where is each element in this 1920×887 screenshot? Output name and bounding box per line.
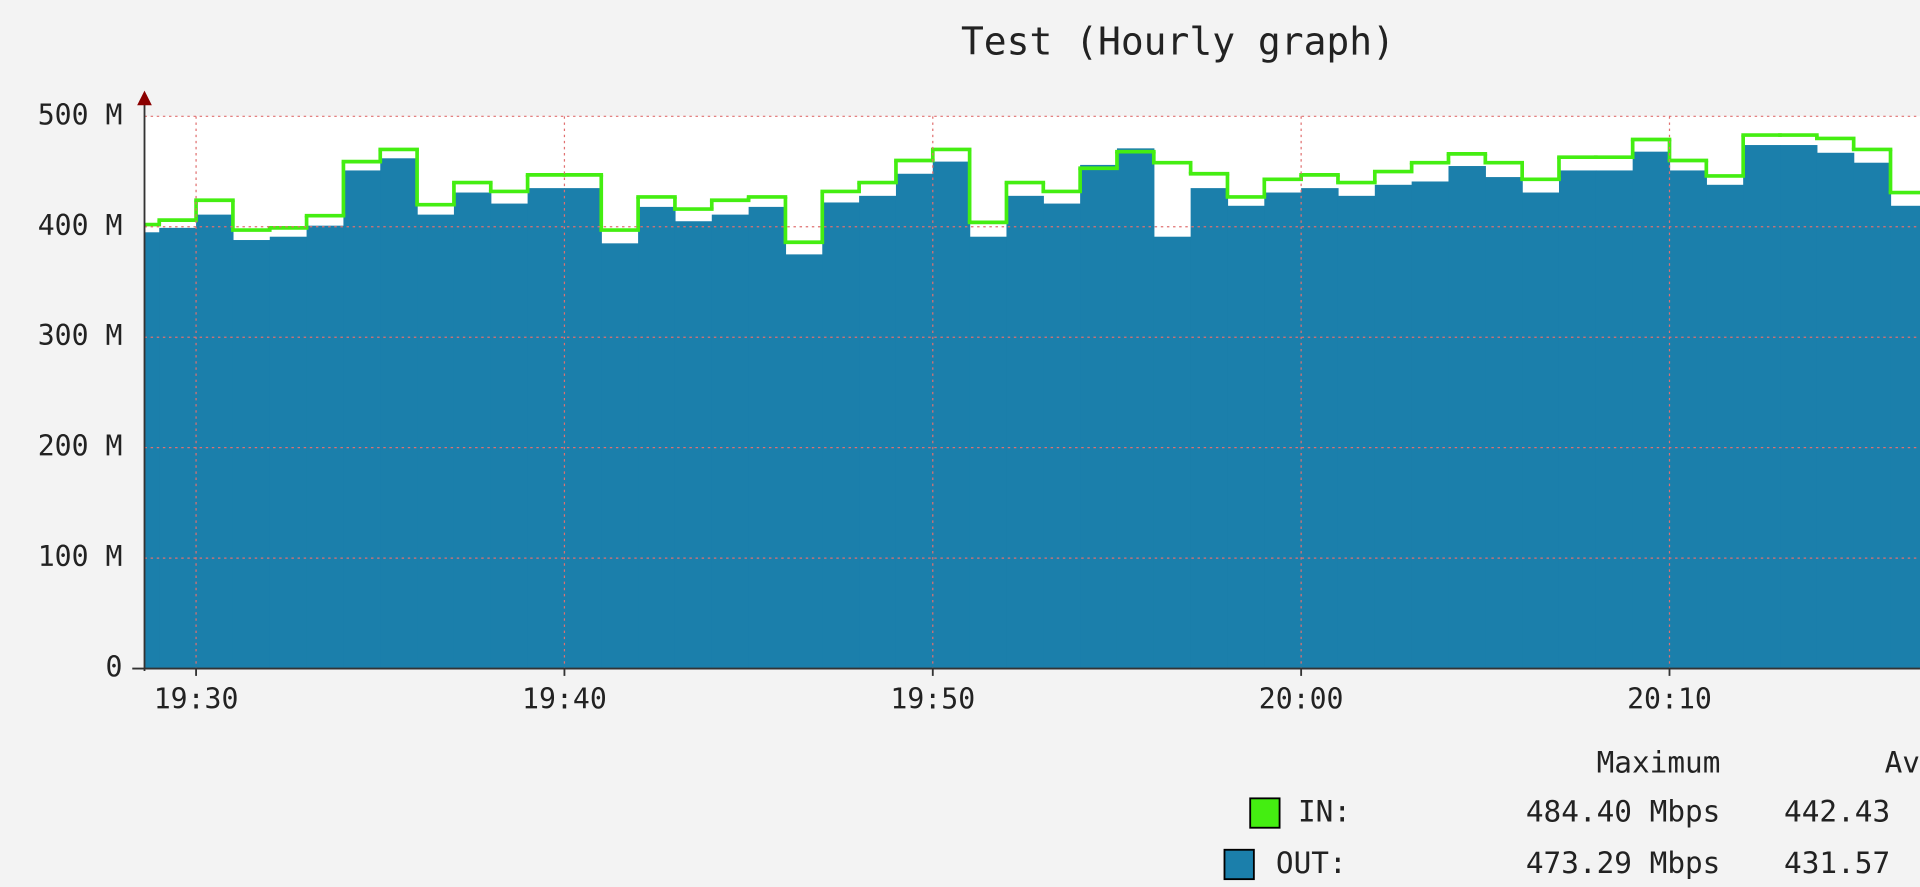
x-tick-label: 19:40 xyxy=(522,682,607,715)
area-step xyxy=(527,188,566,669)
area-step xyxy=(564,188,602,669)
area-step xyxy=(1264,192,1302,669)
area-step xyxy=(822,202,860,669)
area-step xyxy=(490,203,529,669)
area-step xyxy=(1374,184,1413,669)
area-step xyxy=(453,192,492,669)
plot-area xyxy=(144,115,1920,669)
y-tick-label: 500 M xyxy=(38,98,123,131)
legend-label: IN: xyxy=(1298,795,1351,829)
y-tick-label: 0 xyxy=(106,651,123,684)
x-tick-label: 20:10 xyxy=(1627,682,1712,715)
area-step xyxy=(1080,164,1118,669)
area-step xyxy=(1595,170,1634,669)
area-step xyxy=(417,214,455,669)
area-step xyxy=(785,254,823,669)
area-step xyxy=(269,236,308,669)
area-step xyxy=(1632,151,1671,669)
area-step xyxy=(1190,188,1229,669)
y-tick-label: 200 M xyxy=(38,430,123,463)
legend-label: OUT: xyxy=(1276,846,1347,880)
area-step xyxy=(1301,188,1339,669)
y-axis-arrow xyxy=(137,90,152,106)
legend-header: Av xyxy=(1885,746,1920,780)
area-step xyxy=(343,170,381,669)
legend-swatch xyxy=(1223,848,1255,881)
area-step xyxy=(932,161,971,669)
y-tick-label: 400 M xyxy=(38,209,123,242)
legend-swatch xyxy=(1249,797,1281,829)
area-step xyxy=(306,225,345,669)
chart-title: Test (Hourly graph) xyxy=(961,20,1395,64)
legend-header: Maximum xyxy=(1597,746,1721,780)
area-step xyxy=(144,232,160,669)
area-step xyxy=(1006,195,1044,669)
line-layer xyxy=(144,133,1920,245)
area-step xyxy=(196,214,234,669)
area-step xyxy=(1890,205,1920,669)
legend-value: 473.29 Mbps xyxy=(1526,846,1721,880)
area-step xyxy=(380,158,418,669)
area-step xyxy=(1780,145,1818,669)
area-step xyxy=(638,206,676,669)
area-step xyxy=(895,173,934,669)
area-step xyxy=(232,240,271,669)
area-step xyxy=(1227,205,1265,669)
legend-value: 442.43 xyxy=(1784,795,1890,829)
area-step xyxy=(1522,192,1560,669)
x-tick-label: 20:00 xyxy=(1259,682,1344,715)
area-step xyxy=(1337,195,1376,669)
area-step xyxy=(969,236,1008,669)
area-step xyxy=(1816,152,1855,669)
area-step xyxy=(748,206,787,669)
area-step xyxy=(1043,203,1081,669)
area-step xyxy=(674,221,713,669)
area-step xyxy=(1448,166,1486,669)
area-step xyxy=(1706,184,1744,669)
legend-value: 484.40 Mbps xyxy=(1526,795,1721,829)
area-step xyxy=(1116,148,1155,669)
area-step xyxy=(601,243,639,669)
y-tick-label: 300 M xyxy=(38,319,123,352)
area-step xyxy=(1411,181,1450,669)
area-step xyxy=(1669,170,1707,669)
area-step xyxy=(1853,162,1892,669)
area-step xyxy=(1743,145,1781,669)
area-step xyxy=(159,227,197,669)
area-step xyxy=(711,214,750,669)
grid-overlay xyxy=(144,115,1920,669)
area-step xyxy=(1485,177,1523,669)
area-step xyxy=(1153,236,1192,669)
area-step xyxy=(1558,170,1597,669)
area-step xyxy=(859,195,897,669)
legend-value: 431.57 xyxy=(1784,846,1890,880)
data-layer xyxy=(144,145,1920,669)
y-tick-label: 100 M xyxy=(38,540,123,573)
x-tick-label: 19:50 xyxy=(890,682,975,715)
x-tick-label: 19:30 xyxy=(154,682,239,715)
